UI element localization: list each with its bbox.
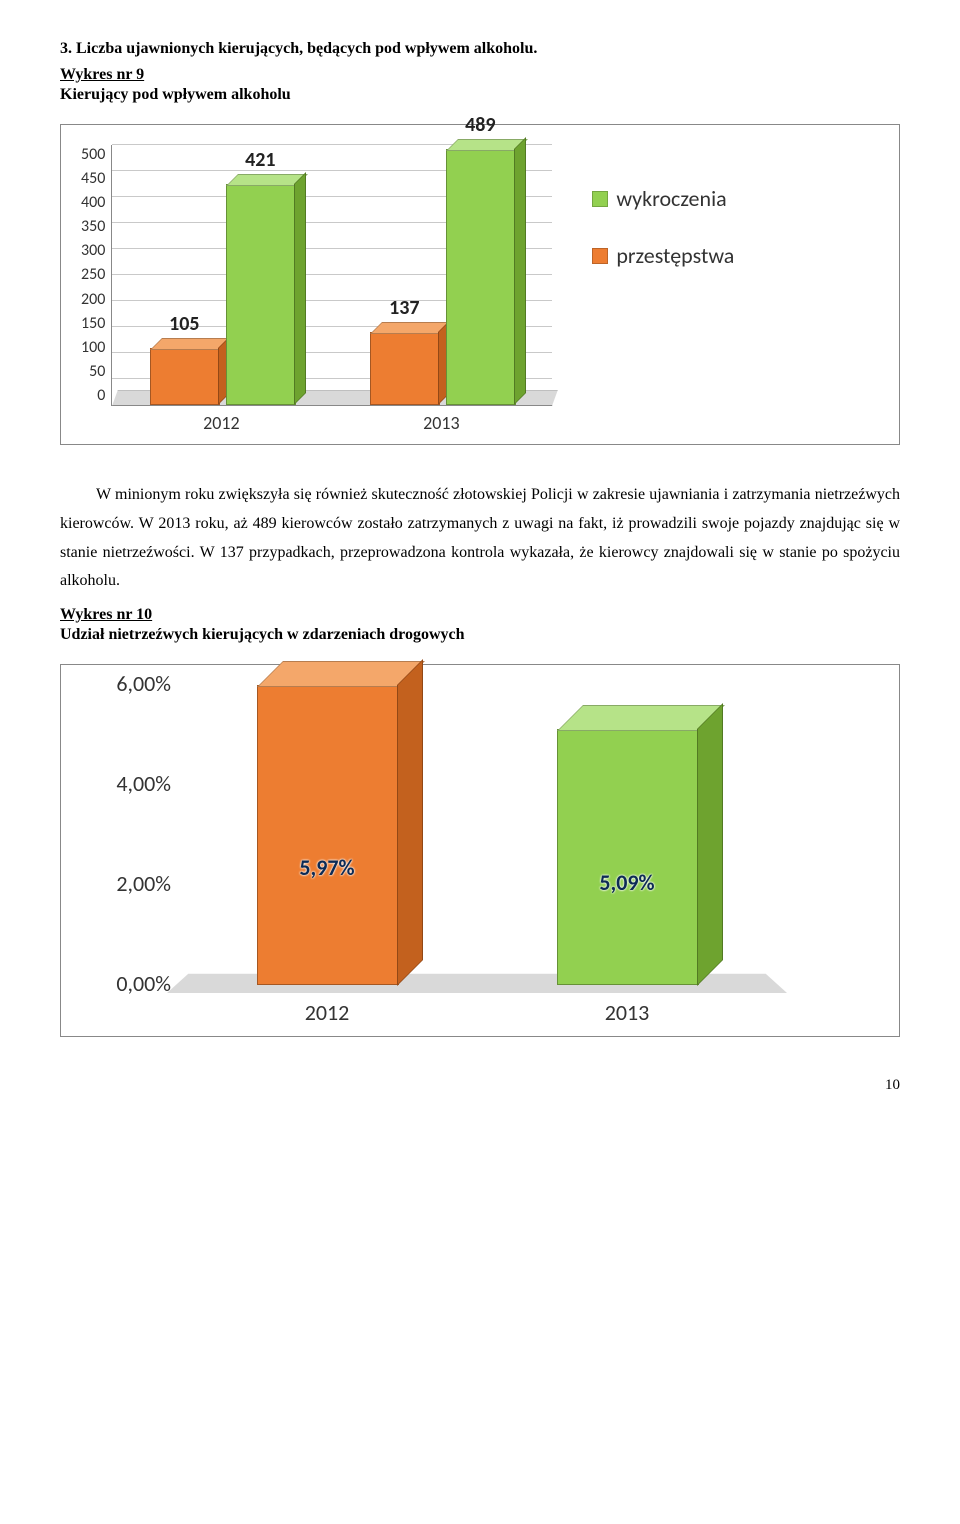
xtick-label: 2013	[331, 412, 551, 434]
xtick-label: 2012	[177, 999, 477, 1026]
legend-label: wykroczenia	[616, 185, 726, 212]
ytick-label: 400	[81, 193, 105, 212]
chart-2-yaxis: 6,00%4,00%2,00%0,00%	[81, 685, 177, 985]
chart-2-plot: 5,97% 5,09%	[177, 685, 777, 985]
legend-swatch	[592, 248, 608, 264]
chart-2-xaxis: 20122013	[177, 999, 777, 1026]
ytick-label: 250	[81, 265, 105, 284]
ytick-label: 6,00%	[116, 670, 171, 697]
bar-label: 105	[150, 312, 218, 336]
figure-caption-9: Kierujący pod wpływem alkoholu	[60, 86, 900, 104]
legend-label: przestępstwa	[616, 242, 734, 269]
figure-label-10: Wykres nr 10	[60, 606, 900, 624]
xtick-label: 2013	[477, 999, 777, 1026]
bar-2013: 5,09%	[557, 731, 697, 986]
body-paragraph: W minionym roku zwiększyła się również s…	[60, 481, 900, 596]
ytick-label: 4,00%	[116, 770, 171, 797]
legend-swatch	[592, 191, 608, 207]
chart-1-xaxis: 20122013	[111, 412, 551, 434]
bar-label: 489	[446, 113, 514, 137]
page-number: 10	[60, 1077, 900, 1094]
ytick-label: 450	[81, 169, 105, 188]
ytick-label: 0,00%	[116, 970, 171, 997]
bar-2012-wykroczenia: 421	[226, 186, 294, 405]
xtick-label: 2012	[111, 412, 331, 434]
bar-2013-przestępstwa: 137	[370, 334, 438, 405]
bar-2012-przestępstwa: 105	[150, 350, 218, 405]
figure-label-9: Wykres nr 9	[60, 66, 900, 84]
ytick-label: 500	[81, 145, 105, 164]
ytick-label: 100	[81, 338, 105, 357]
ytick-label: 2,00%	[116, 870, 171, 897]
bar-label: 5,97%	[257, 854, 397, 881]
bar-label: 137	[370, 296, 438, 320]
bar-label: 5,09%	[557, 869, 697, 896]
legend-item: przestępstwa	[592, 242, 734, 269]
ytick-label: 0	[97, 386, 105, 405]
chart-1-yaxis: 500450400350300250200150100500	[81, 145, 111, 405]
bar-label: 421	[226, 148, 294, 172]
ytick-label: 200	[81, 290, 105, 309]
chart-1-plot: 105421137489	[111, 145, 552, 406]
ytick-label: 50	[89, 362, 105, 381]
bar-2013-wykroczenia: 489	[446, 151, 514, 405]
chart-1-legend: wykroczenia przestępstwa	[592, 185, 734, 299]
ytick-label: 300	[81, 241, 105, 260]
section-title: 3. Liczba ujawnionych kierujących, będąc…	[60, 40, 900, 58]
chart-1-frame: 500450400350300250200150100500 105421137…	[60, 124, 900, 445]
legend-item: wykroczenia	[592, 185, 734, 212]
chart-2-frame: 6,00% 4,00% 2,00% 0,00% 5,97% 5,09% 20122013	[60, 664, 900, 1037]
figure-caption-10: Udział nietrzeźwych kierujących w zdarze…	[60, 626, 900, 644]
ytick-label: 150	[81, 314, 105, 333]
ytick-label: 350	[81, 217, 105, 236]
bar-2012: 5,97%	[257, 687, 397, 986]
